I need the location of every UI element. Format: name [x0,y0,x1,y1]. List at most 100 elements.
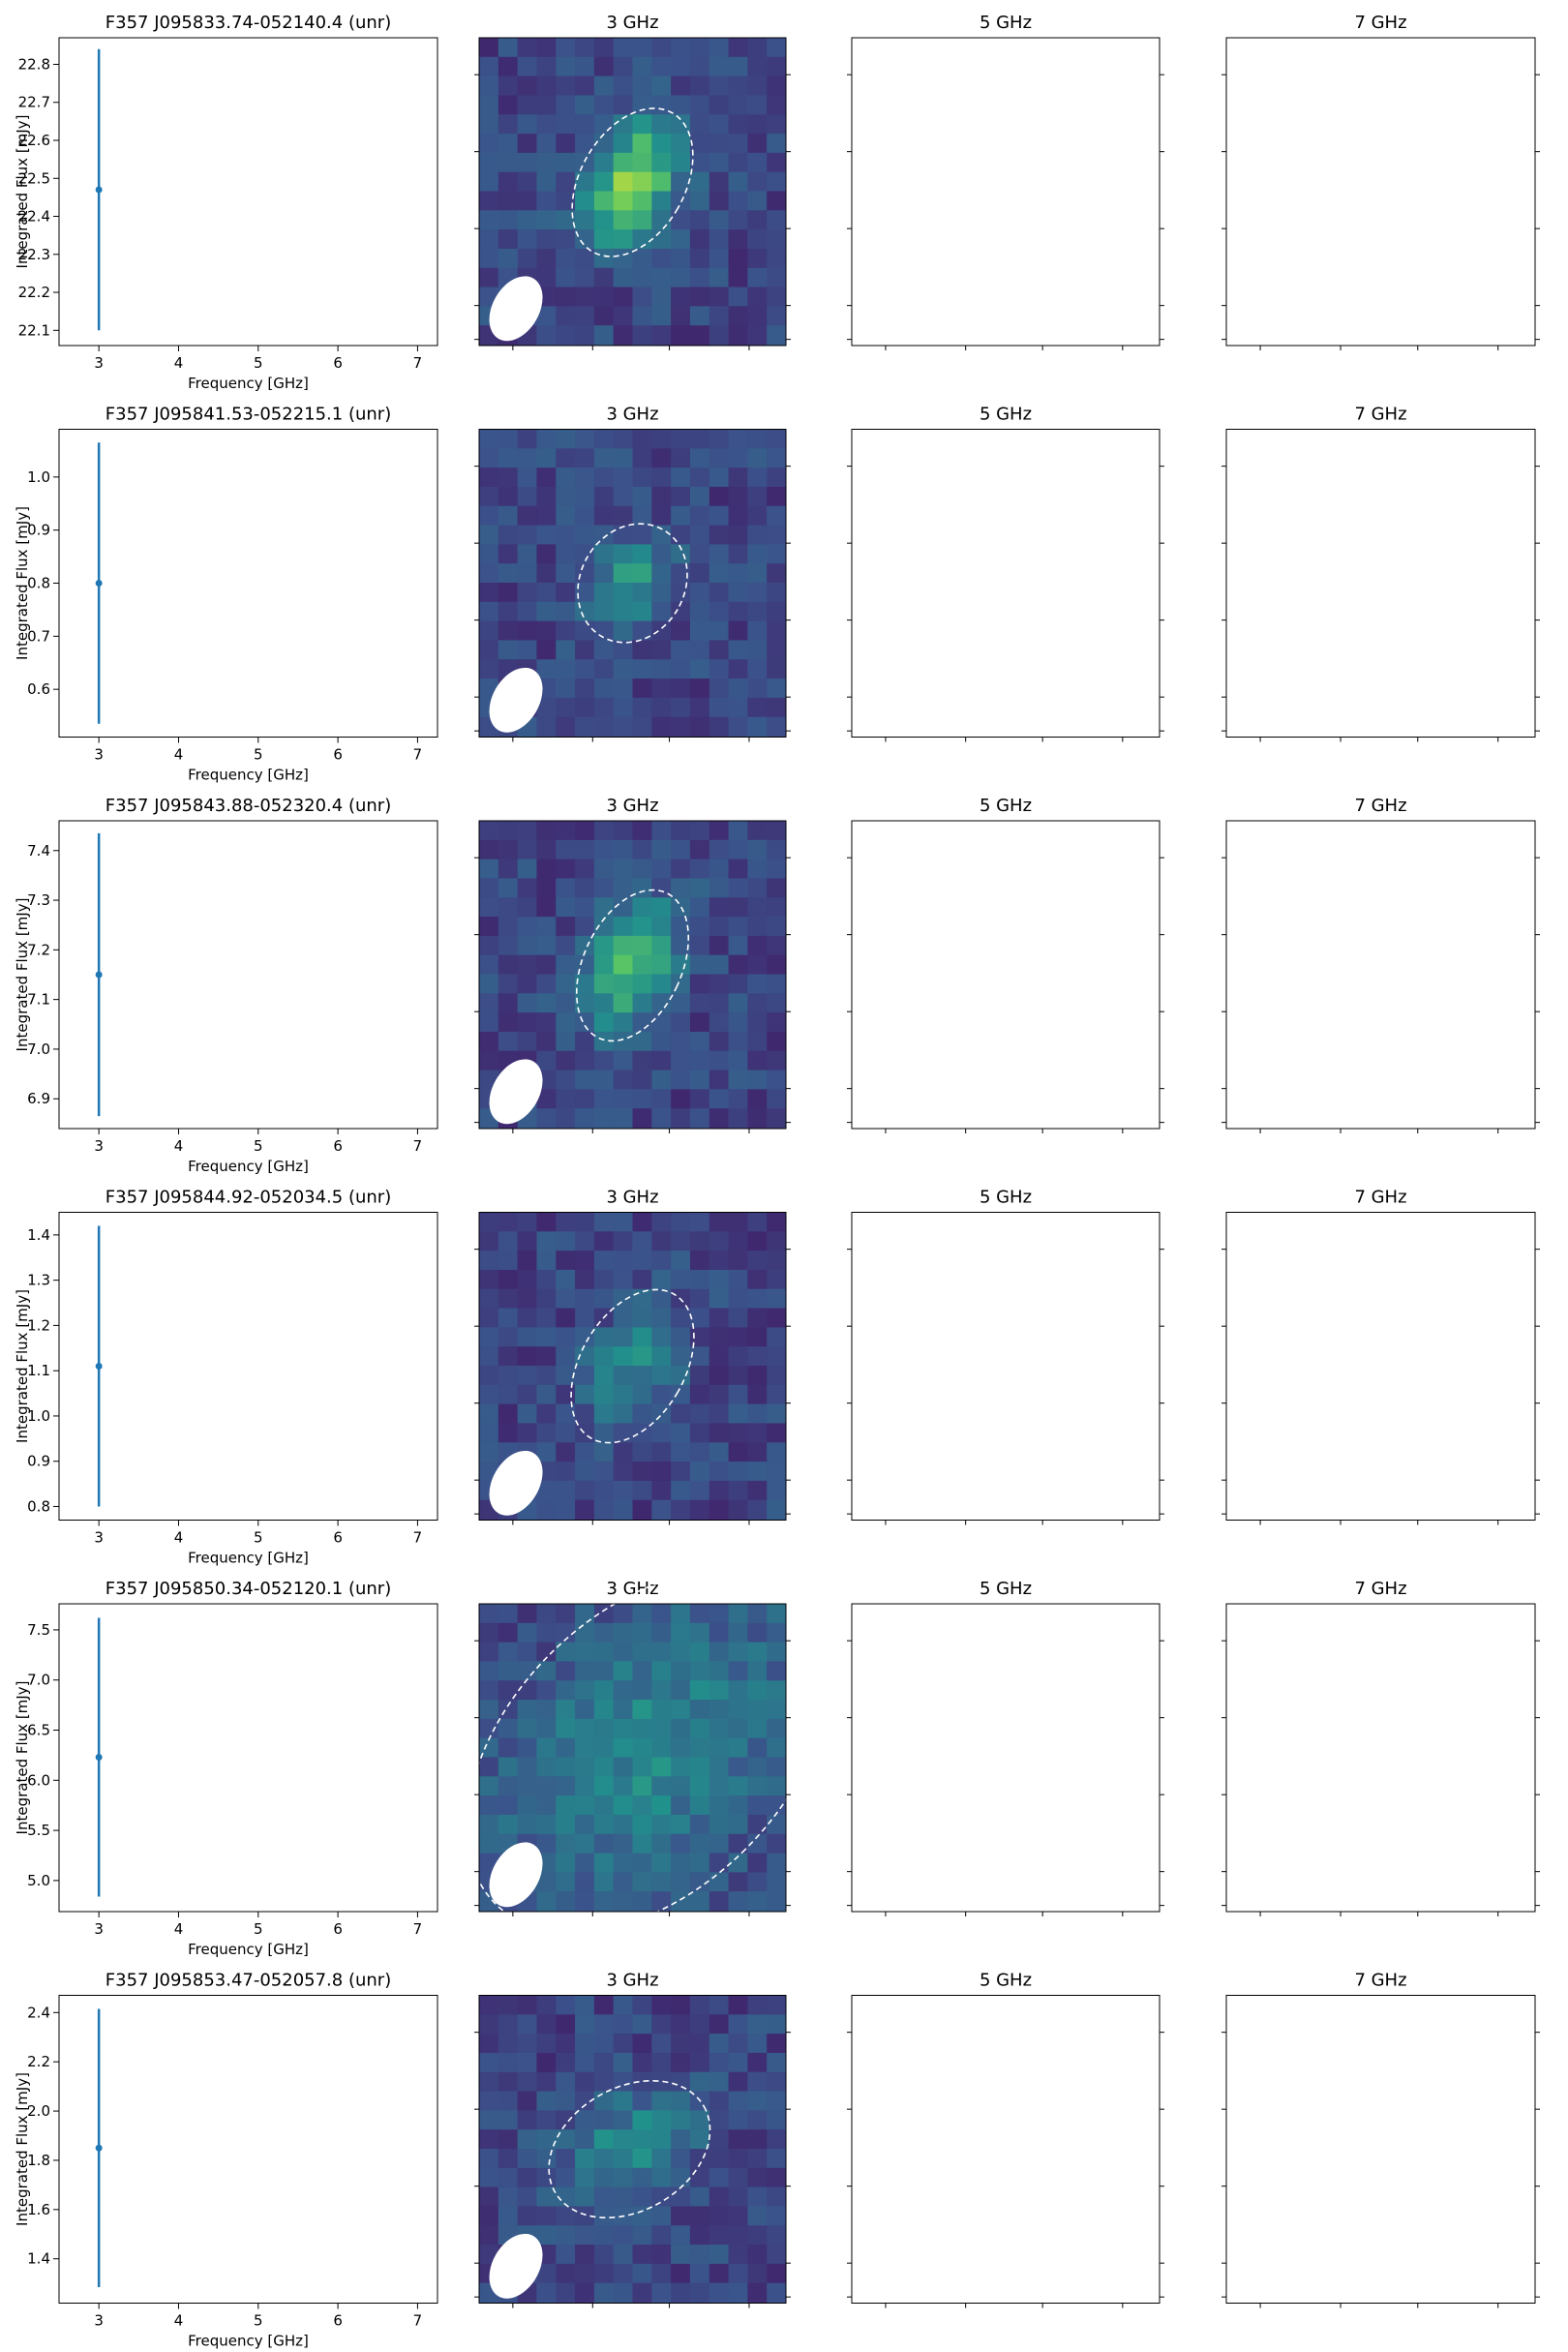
panel-frame [851,1995,1161,2304]
x-axis-label: Frequency [GHz] [188,1941,309,1958]
image-pixel [613,448,633,468]
image-pixel [479,248,499,269]
x-tick-label: 3 [94,746,104,764]
y-axis-label: Integrated Flux [mJy] [14,506,31,660]
image-pixel [767,1718,787,1739]
image-pixel [517,171,537,193]
image-pixel [728,1757,748,1777]
image-pixel [575,2149,595,2169]
image-pixel [767,821,787,841]
image-pixel [747,563,768,584]
image-pixel [536,2282,557,2304]
x-tick-label: 3 [94,1529,104,1547]
image-pixel [575,1070,595,1090]
image-pixel [536,878,557,898]
image-pixel [689,306,710,326]
image-pixel [479,525,499,545]
image-pixel [747,1442,768,1462]
image-pixel [671,1308,691,1328]
beam [489,276,543,342]
image-pixel [747,1480,768,1501]
image-pixel [767,114,787,135]
image-pixel [536,716,557,738]
image-pixel [536,267,557,288]
image-pixel [556,134,576,154]
image-pixel [575,2225,595,2246]
image-pixel [671,821,691,841]
image-pixel [671,75,691,96]
image-pixel [671,839,691,860]
image-pixel [767,859,787,879]
image-pixel [728,2129,748,2150]
image-pixel [575,1700,595,1720]
panel-title: 3 GHz [606,1971,658,1991]
image-pixel [689,659,710,679]
image-pixel [479,1269,499,1290]
image-pixel [498,2186,519,2207]
image-pixel [536,1622,557,1643]
image-pixel [728,1403,748,1424]
image-pixel [767,1269,787,1290]
image-pixel [767,1680,787,1701]
image-pixel [689,75,710,96]
image-pixel [728,1070,748,1090]
image-pixel [517,1718,537,1739]
image-pixel [709,2245,730,2265]
image-pixel [536,1480,557,1501]
image-pixel [651,2091,672,2111]
data-point [95,580,103,587]
image-pixel [767,1622,787,1643]
image-pixel [651,2245,672,2265]
image-pixel [479,2110,499,2130]
image-pixel [498,1346,519,1367]
image-pixel [575,1346,595,1367]
image-pixel [517,2186,537,2207]
image-pixel [556,1031,576,1052]
image-pixel [536,114,557,135]
data-point [95,1753,103,1761]
image-pixel [575,1642,595,1662]
panel-title: 5 GHz [980,405,1032,425]
image-pixel [728,1212,748,1232]
image-pixel [709,2282,730,2304]
image-pixel [556,467,576,488]
image-pixel [689,620,710,641]
image-pixel [709,1700,730,1720]
image-pixel [632,2091,652,2111]
image-pixel [671,2014,691,2035]
y-tick-label: 1.8 [27,2152,50,2169]
image-pixel [671,583,691,603]
image-pixel [728,210,748,230]
image-pixel [613,1346,633,1367]
image-pixel [651,171,672,193]
image-pixel [479,1012,499,1033]
image-pixel [575,1604,595,1624]
image-pixel [613,1604,633,1624]
image-pixel [613,1366,633,1386]
image-pixel [767,2091,787,2111]
image-pixel [593,486,615,507]
image-pixel [613,2186,633,2207]
image-pixel [556,935,576,956]
image-pixel [613,1872,633,1892]
image-pixel [632,171,652,193]
y-tick-label: 5.0 [27,1872,50,1889]
image-pixel [651,1231,672,1251]
image-pixel [728,917,748,937]
image-pixel [479,1346,499,1367]
image-pixel [709,1442,730,1462]
image-pixel [747,1776,768,1796]
image-pixel [728,1231,748,1251]
source-ellipse [466,1569,830,1934]
image-pixel [613,1700,633,1720]
image-pixel [728,486,748,507]
image-pixel [651,1288,672,1310]
image-pixel [556,448,576,468]
x-tick-label: 6 [333,1529,343,1547]
image-pixel [651,267,672,288]
image-pixel [651,1872,672,1892]
image-pixel [575,1462,595,1482]
image-pixel [728,2034,748,2054]
image-pixel [747,2014,768,2035]
image-pixel [593,1089,615,1109]
